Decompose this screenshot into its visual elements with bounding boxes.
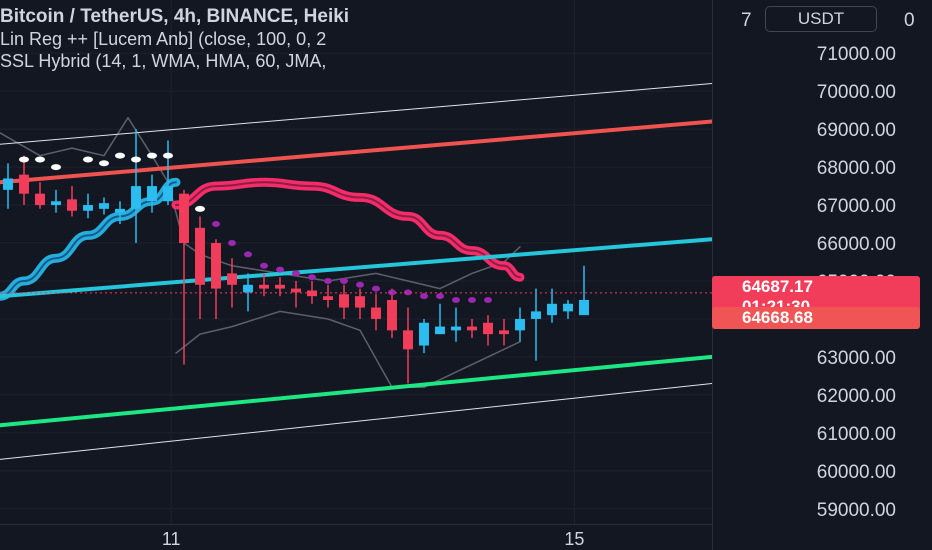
ssl-exit-dot-purple — [212, 221, 220, 228]
candle-body — [355, 296, 365, 308]
ssl-baseline-line — [0, 237, 714, 299]
currency-button[interactable]: USDT — [765, 6, 877, 32]
price-tick-label-partial: 7 — [741, 10, 752, 31]
candle-body — [579, 299, 589, 316]
ssl-exit-dot-purple — [260, 262, 268, 269]
second-price-tag: 64668.68 — [712, 307, 920, 329]
price-tick-label: 68000.00 — [817, 158, 896, 179]
ssl-exit-dot-white — [99, 160, 109, 167]
regression-channel-upper-line — [0, 83, 713, 145]
candle-body — [451, 326, 461, 331]
ssl-exit-dot-purple — [228, 240, 236, 247]
ssl-exit-dot-purple — [484, 296, 492, 303]
candle-body — [371, 307, 381, 319]
candle-body — [259, 284, 269, 289]
ssl-exit-dot-purple — [356, 281, 364, 288]
candle-body — [51, 201, 61, 206]
candle-body — [115, 208, 125, 213]
price-axis-panel — [712, 0, 932, 550]
candle-body — [67, 199, 77, 211]
ssl-exit-dot-purple — [324, 277, 332, 284]
ssl-exit-dot-white — [19, 156, 29, 163]
ssl-exit-dot-purple — [420, 293, 428, 300]
ssl-exit-dot-white — [83, 156, 93, 163]
regression-lower-line — [0, 354, 714, 428]
candle-body — [211, 243, 221, 289]
ssl-exit-dot-white — [147, 152, 157, 159]
candle-body — [291, 288, 301, 293]
candle-body — [131, 186, 141, 209]
ssl-exit-dot-white — [51, 164, 61, 171]
candle-body — [419, 322, 429, 346]
price-tick-label: 71000.00 — [817, 44, 896, 65]
price-tick-label: 61000.00 — [817, 424, 896, 445]
candle-body — [563, 303, 573, 312]
legend-ssl-line[interactable]: SSL Hybrid (14, 1, WMA, HMA, 60, JMA, — [0, 51, 327, 71]
ssl-exit-dot-white — [115, 152, 125, 159]
candle-body — [163, 186, 173, 202]
price-tick-label: 60000.00 — [817, 462, 896, 483]
candle-body — [195, 227, 205, 285]
candle-body — [275, 284, 285, 289]
candle-body — [35, 193, 45, 206]
candle-body — [323, 296, 333, 300]
legend-symbol-line[interactable]: Bitcoin / TetherUS, 4h, BINANCE, Heiki — [0, 6, 350, 27]
regression-upper-line — [0, 119, 714, 185]
ssl-exit-dot-purple — [468, 296, 476, 303]
ssl-exit-dot-purple — [308, 274, 316, 281]
ssl-exit-dot-white — [131, 156, 141, 163]
ssl-exit-dot-white — [35, 156, 45, 163]
ssl-exit-dot-purple — [404, 289, 412, 296]
price-tick-label: 62000.00 — [817, 386, 896, 407]
candle-body — [147, 186, 157, 202]
price-tick-label: 69000.00 — [817, 120, 896, 141]
ssl-bear-band-core — [175, 181, 521, 279]
envelope-lower-line — [175, 310, 521, 389]
ssl-exit-dot-purple — [452, 296, 460, 303]
price-tick-label: 59000.00 — [817, 500, 896, 521]
price-tick-label: 66000.00 — [817, 234, 896, 255]
price-tick-label: 67000.00 — [817, 196, 896, 217]
candle-body — [99, 203, 109, 209]
candle-body — [19, 174, 29, 194]
ssl-exit-dot-purple — [244, 251, 252, 258]
ssl-exit-dot-purple — [276, 266, 284, 273]
candle-body — [403, 330, 413, 350]
ssl-exit-dot-purple — [372, 285, 380, 292]
legend-linreg-line[interactable]: Lin Reg ++ [Lucem Anb] (close, 100, 0, 2 — [0, 29, 327, 49]
candle-body — [499, 330, 509, 335]
chart-legend: Bitcoin / TetherUS, 4h, BINANCE, Heiki L… — [0, 6, 712, 72]
candle-body — [339, 294, 349, 308]
candle-body — [179, 193, 189, 244]
candle-body — [3, 178, 13, 190]
candle-body — [483, 322, 493, 335]
candle-body — [435, 326, 445, 335]
regression-channel-lower-line — [0, 383, 713, 460]
price-tick-label: 70000.00 — [817, 82, 896, 103]
candle-body — [547, 303, 557, 316]
price-tick-label-partial-right: 0 — [904, 10, 915, 31]
time-tick-label: 15 — [564, 529, 584, 549]
candle-body — [467, 326, 477, 331]
last-price-value: 64687.17 — [742, 277, 813, 296]
price-tick-label: 63000.00 — [817, 348, 896, 369]
ssl-exit-dot-white — [163, 152, 173, 159]
time-tick-label: 11 — [162, 529, 181, 549]
candle-body — [243, 284, 253, 293]
ssl-exit-dot-purple — [340, 277, 348, 284]
candle-body — [387, 299, 397, 331]
candle-body — [515, 318, 525, 331]
candle-body — [531, 311, 541, 319]
candle-body — [83, 205, 93, 211]
ssl-exit-dot-white — [195, 205, 205, 212]
candle-body — [227, 273, 237, 285]
ssl-exit-dot-purple — [292, 270, 300, 277]
ssl-exit-dot-purple — [436, 293, 444, 300]
